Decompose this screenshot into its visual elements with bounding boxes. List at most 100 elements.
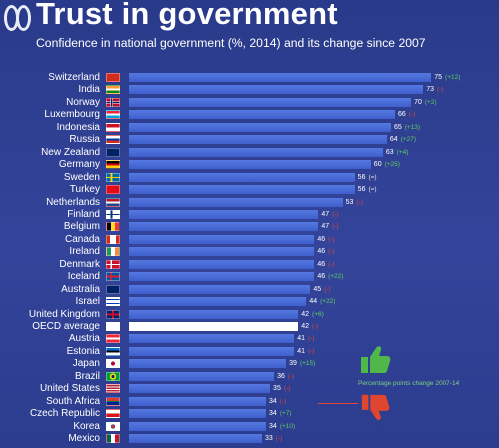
value-number: 42	[301, 310, 310, 318]
flag-icon	[106, 172, 120, 182]
bar	[129, 272, 315, 282]
change-label: (-)	[275, 435, 283, 443]
change-label: (-)	[332, 223, 339, 231]
category-label: Korea	[73, 420, 100, 432]
flag-icon	[106, 247, 120, 257]
category-label: Netherlands	[46, 196, 100, 208]
value-label: 73 (-)	[426, 84, 443, 95]
value-number: 56	[357, 186, 366, 194]
bar	[129, 222, 319, 232]
bar-row: Israel 44 (+22)	[0, 296, 499, 308]
value-label: 53 (-)	[346, 197, 363, 208]
category-label: Turkey	[69, 184, 100, 196]
category-label: Israel	[75, 296, 100, 308]
change-label: (+10)	[279, 422, 296, 430]
bar	[129, 284, 311, 294]
value-number: 46	[317, 260, 326, 268]
value-number: 42	[301, 323, 310, 330]
bar	[129, 135, 387, 145]
value-label: 70 (+2)	[414, 97, 437, 108]
bar-oecd-average	[129, 322, 299, 331]
value-label: 39 (+15)	[289, 358, 315, 369]
bar	[129, 73, 432, 82]
value-number: 35	[273, 385, 281, 393]
value-label: 60 (+25)	[374, 159, 400, 170]
bar	[129, 434, 262, 444]
change-label: (-)	[283, 385, 291, 393]
legend-pointer-line	[318, 403, 358, 404]
bar	[129, 259, 315, 269]
value-number: 36	[277, 372, 285, 380]
bar-row: United States 35 (-)	[0, 383, 499, 395]
value-label: 33 (-)	[265, 433, 282, 444]
value-number: 33	[264, 435, 273, 443]
value-label: 56 (=)	[358, 184, 377, 195]
bar	[129, 97, 412, 107]
bar	[129, 384, 271, 394]
category-label: Russia	[69, 134, 100, 146]
bar-row: South Africa 34 (-)	[0, 396, 499, 407]
change-label: (+2)	[424, 98, 437, 106]
value-number: 46	[317, 235, 326, 243]
bar-row: Austria 41 (-)	[0, 333, 499, 345]
flag-icon	[106, 409, 120, 419]
bar-rows: Switzerland 75 (+12) India 73 (-) Norway 70 (+2)…	[0, 72, 499, 448]
category-label: Belgium	[63, 221, 100, 233]
bar-row: Denmark 46 (-)	[0, 258, 499, 270]
value-label: 64 (+27)	[390, 134, 416, 145]
flag-icon	[106, 97, 120, 107]
flag-icon	[106, 122, 120, 132]
category-label: Denmark	[59, 258, 100, 270]
bar-row: OECD average 42 (-)	[0, 321, 499, 332]
category-label: Mexico	[68, 433, 100, 445]
change-label: (+13)	[404, 123, 421, 131]
bar-row: Estonia 41 (-)	[0, 345, 499, 357]
change-label: (+6)	[312, 310, 324, 318]
category-label: Norway	[66, 96, 100, 108]
category-label: Sweden	[63, 171, 100, 183]
flag-icon	[106, 421, 120, 431]
value-label: 47 (-)	[321, 209, 338, 220]
category-label: Luxembourg	[44, 109, 100, 121]
bar-row: Iceland 46 (+22)	[0, 271, 499, 282]
value-number: 75	[434, 74, 443, 81]
value-number: 70	[414, 98, 422, 106]
category-label: United States	[39, 383, 100, 395]
bar-row: Brazil 36 (-)	[0, 371, 499, 382]
change-label: (+22)	[320, 298, 336, 306]
change-label: (-)	[408, 111, 416, 119]
change-label: (+25)	[384, 161, 400, 169]
bar	[129, 371, 275, 381]
value-label: 42 (+6)	[301, 309, 324, 320]
bar	[129, 409, 267, 419]
flag-icon	[106, 197, 120, 207]
bar-row: Luxembourg 66 (-)	[0, 109, 499, 121]
flag-icon	[106, 359, 120, 369]
value-number: 66	[397, 111, 406, 119]
value-number: 39	[289, 360, 297, 368]
bar-row: Finland 47 (-)	[0, 209, 499, 220]
category-label: Austria	[68, 333, 100, 345]
value-label: 46 (-)	[317, 259, 334, 270]
category-label: Estonia	[66, 345, 100, 357]
change-label: (-)	[328, 248, 335, 256]
value-number: 46	[317, 248, 326, 256]
category-label: India	[78, 84, 100, 96]
bar-row: Germany 60 (+25)	[0, 159, 499, 170]
bar-row: Turkey 56 (=)	[0, 184, 499, 196]
value-number: 41	[297, 335, 306, 343]
change-label: (-)	[308, 335, 315, 343]
value-label: 65 (+13)	[394, 122, 420, 133]
bar	[129, 209, 319, 219]
category-label: OECD average	[32, 321, 100, 332]
bar	[129, 359, 287, 369]
category-label: Canada	[64, 233, 100, 245]
legend-note: Percentage points change 2007-14	[358, 380, 460, 387]
category-label: Czech Republic	[29, 408, 100, 420]
value-number: 34	[269, 422, 277, 430]
value-number: 73	[426, 86, 434, 94]
bar	[129, 234, 315, 244]
flag-icon	[106, 334, 120, 344]
value-label: 35 (-)	[273, 383, 290, 394]
